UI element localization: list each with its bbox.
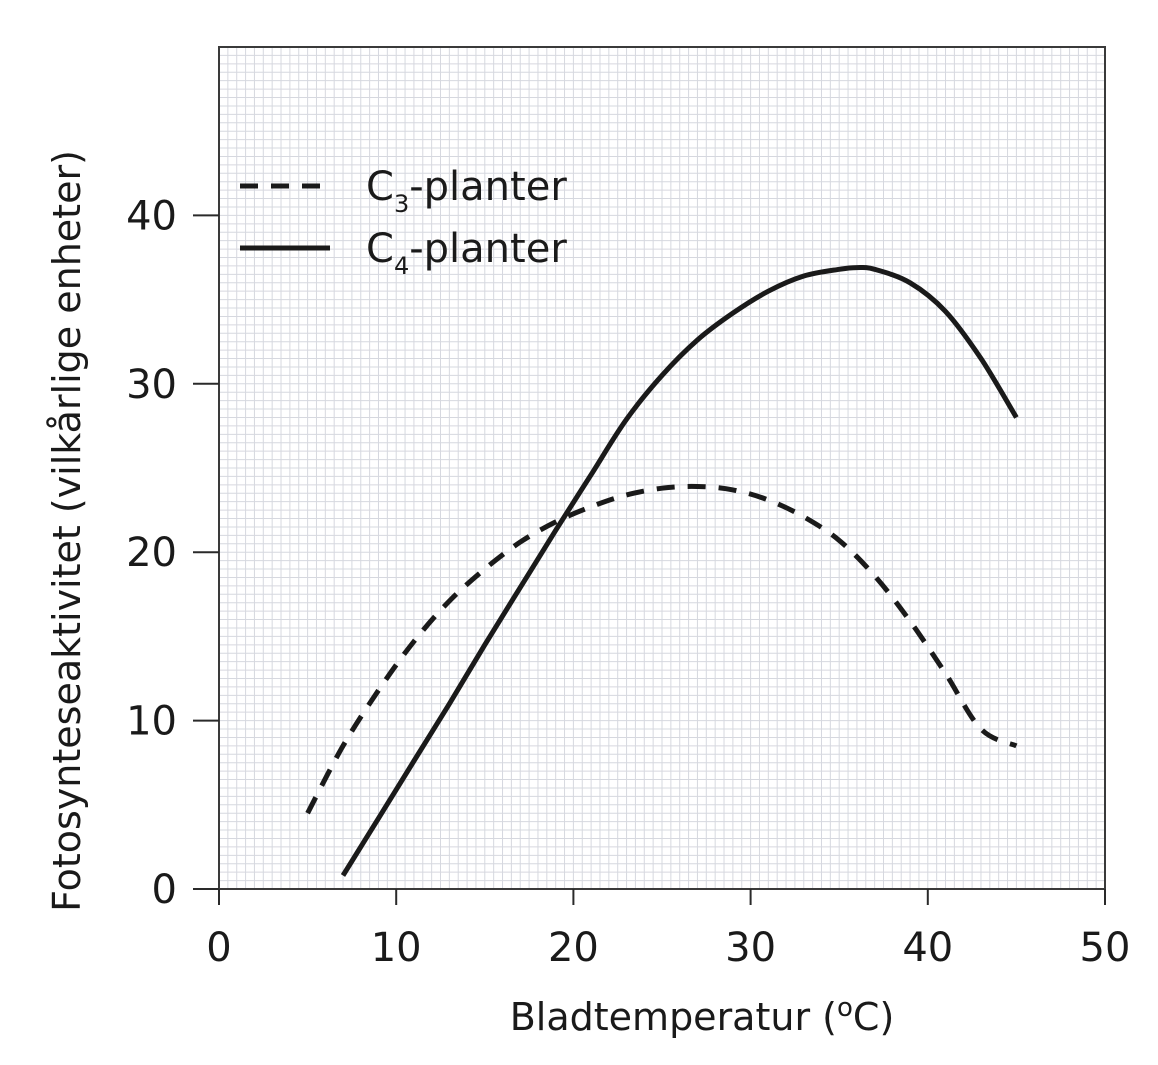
- series-layer: [305, 264, 1019, 877]
- y-axis-title: Fotosynteseaktivitet (vilkårlige enheter…: [45, 150, 89, 912]
- x-tick-label: 50: [1080, 925, 1131, 971]
- x-tick-label: 0: [206, 925, 231, 971]
- x-tick-label: 40: [902, 925, 953, 971]
- legend-label-c4: C4-planter: [366, 226, 567, 280]
- x-tick-label: 30: [725, 925, 776, 971]
- x-axis-title: Bladtemperatur (oC): [510, 993, 895, 1039]
- series-line-c4: [340, 264, 1019, 877]
- y-tick-label: 40: [126, 193, 177, 239]
- y-tick-label: 10: [126, 699, 177, 745]
- x-tick-label: 20: [548, 925, 599, 971]
- x-tick-label: 10: [371, 925, 422, 971]
- y-tick-label: 20: [126, 530, 177, 576]
- legend-label-c3: C3-planter: [366, 164, 567, 218]
- plot-frame: [218, 46, 1106, 890]
- y-tick-label: 0: [152, 867, 177, 913]
- series-line-c3: [305, 483, 1018, 815]
- y-tick-label: 30: [126, 362, 177, 408]
- grid: [218, 46, 1106, 890]
- axes: 0 10 20 30 40 50 0 10 20 30 40: [126, 193, 1130, 971]
- legend: C3-planter C4-planter: [240, 164, 567, 280]
